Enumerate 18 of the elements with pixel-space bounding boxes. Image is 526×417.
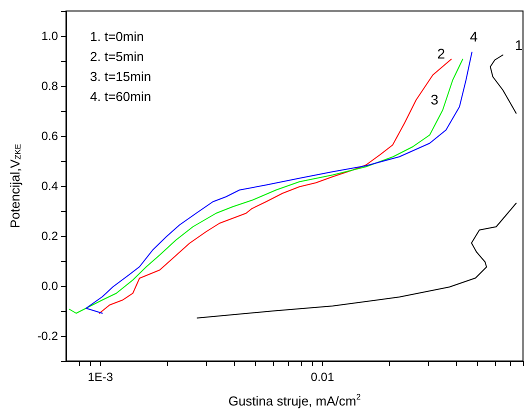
annotation: 1. t=0min bbox=[90, 29, 144, 44]
y-tick-label: 0.4 bbox=[41, 179, 58, 193]
series-label: 1 bbox=[514, 37, 523, 53]
y-tick-label: 1.0 bbox=[41, 29, 58, 43]
series-label: 4 bbox=[470, 28, 478, 44]
annotation: 3. t=15min bbox=[90, 69, 152, 84]
series-label: 2 bbox=[437, 45, 446, 62]
y-tick-label: 0.2 bbox=[41, 229, 58, 243]
y-tick-label: 0.0 bbox=[41, 279, 58, 293]
series-label: 3 bbox=[430, 91, 439, 108]
y-axis-title: Potencijal,VZKE bbox=[8, 144, 22, 228]
annotation: 2. t=5min bbox=[90, 49, 144, 64]
y-tick-label: -0.2 bbox=[37, 329, 58, 343]
x-tick-label: 1E-3 bbox=[88, 370, 114, 384]
x-tick-label: 0.01 bbox=[310, 370, 334, 384]
y-tick-label: 0.8 bbox=[41, 79, 58, 93]
y-tick-label: 0.6 bbox=[41, 129, 58, 143]
annotation: 4. t=60min bbox=[90, 89, 152, 104]
